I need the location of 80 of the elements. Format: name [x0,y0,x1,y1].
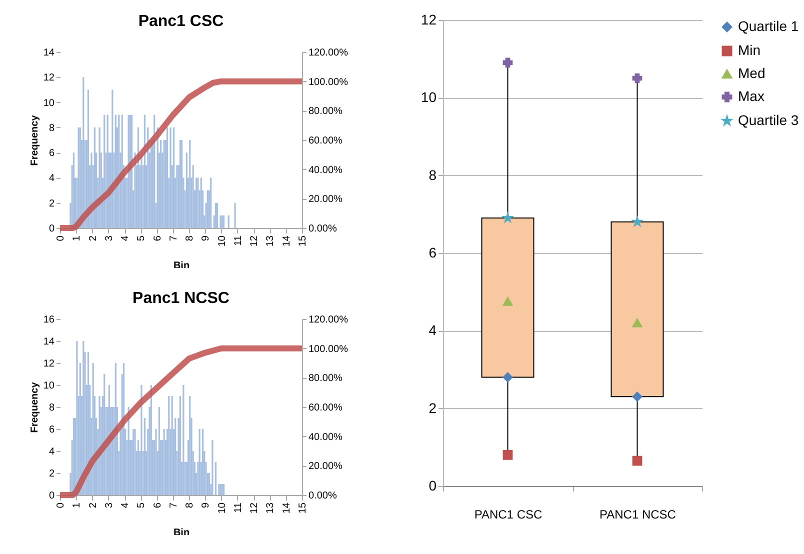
y2-tick-label: 40.00% [308,164,343,176]
x-tick-label: 8 [184,502,196,508]
y2-tick-label: 0.00% [308,224,337,234]
chart-title: Panc1 CSC [138,13,224,30]
y2-tick-label: 80.00% [308,106,343,118]
x-tick-label: 3 [104,235,115,242]
x-tick-label: 9 [200,235,212,242]
x-tick-label: 6 [152,235,164,242]
x-tick-label: 15 [298,235,308,247]
y-tick-label: 12 [420,12,437,28]
y2-tick-label: 60.00% [308,136,343,146]
y2-tick-label: 100.00% [308,76,348,88]
y-tick-label: 4 [48,446,55,458]
y-tick-label: 12 [43,72,55,84]
x-tick-label: 0 [56,502,66,508]
legend-label: Quartile 1 [738,18,799,34]
y-tick-label: 14 [43,48,55,58]
y-tick-label: 2 [48,468,55,480]
y-tick-label: 8 [48,402,55,414]
x-tick-label: 1 [72,502,83,508]
y-tick-label: 12 [43,358,55,370]
y2-tick-label: 0.00% [308,490,337,502]
y2-tick-label: 120.00% [308,48,348,58]
x-tick-label: 6 [152,502,164,508]
y-tick-label: 10 [420,89,437,106]
x-tick-label: 5 [136,502,148,508]
legend-label: Quartile 3 [738,112,799,128]
y-tick-label: 14 [43,336,55,348]
x-tick-label: 8 [184,235,196,242]
x-tick-label: PANC1 CSC [474,508,542,522]
x-tick-label: 7 [168,235,180,242]
y-tick-label: 6 [48,424,55,436]
y-tick-label: 16 [43,314,55,326]
y-tick-label: 8 [48,122,55,134]
y-tick-label: 2 [428,400,437,416]
y-tick-label: 4 [428,322,437,338]
x-tick-label: 0 [56,235,66,242]
y-tick-label: 0 [48,224,55,234]
x-tick-label: 12 [249,502,260,514]
x-tick-label: 7 [168,502,180,508]
x-tick-label: 10 [216,502,228,514]
x-tick-label: 12 [249,235,260,247]
legend-label: Med [738,65,766,81]
y-tick-label: 2 [48,198,55,210]
legend-label: Min [738,42,761,58]
x-tick-label: 4 [120,235,132,242]
y-tick-label: 8 [428,166,437,183]
y-tick-label: 6 [48,148,55,160]
chart-title: Panc1 NCSC [132,290,230,307]
x-tick-label: PANC1 NCSC [600,508,676,522]
y2-tick-label: 60.00% [308,402,343,414]
x-tick-label: 14 [281,502,292,514]
y-tick-label: 10 [43,98,55,109]
x-tick-label: 13 [265,502,276,514]
y2-tick-label: 40.00% [308,432,343,443]
x-tick-label: 11 [232,502,244,513]
y2-tick-label: 20.00% [308,194,343,206]
y-axis-title: Frequency [29,382,40,433]
y2-tick-label: 80.00% [308,373,343,384]
x-tick-label: 14 [281,235,292,247]
y-tick-label: 0 [48,490,55,502]
y2-tick-label: 120.00% [308,314,348,326]
y2-tick-label: 100.00% [308,344,348,355]
x-tick-label: 11 [232,235,244,246]
y-tick-label: 0 [428,478,437,494]
x-tick-label: 13 [265,235,276,247]
x-tick-label: 3 [104,502,115,508]
y-axis-title: Frequency [29,114,40,166]
x-tick-label: 5 [136,235,148,242]
x-tick-label: 4 [120,502,132,508]
x-tick-label: 2 [88,235,99,242]
legend-label: Max [738,88,764,104]
x-tick-label: 2 [88,502,99,508]
x-tick-label: 1 [72,235,83,242]
y-tick-label: 10 [43,380,55,392]
y-tick-label: 4 [48,173,55,184]
y2-tick-label: 20.00% [308,461,343,472]
x-tick-label: 10 [216,235,228,247]
x-tick-label: 15 [298,502,308,514]
x-tick-label: 9 [200,502,212,508]
